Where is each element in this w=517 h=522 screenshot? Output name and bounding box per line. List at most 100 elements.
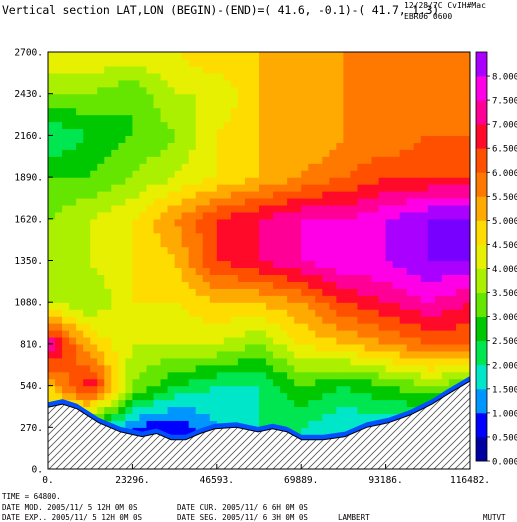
heatmap-cell	[357, 100, 366, 109]
heatmap-cell	[462, 197, 470, 206]
heatmap-cell	[62, 385, 70, 394]
heatmap-cell	[244, 316, 253, 324]
heatmap-cell	[434, 170, 443, 178]
heatmap-cell	[90, 218, 98, 227]
heatmap-cell	[146, 65, 155, 74]
heatmap-cell	[153, 52, 162, 60]
heatmap-cell	[174, 253, 183, 262]
heatmap-cell	[167, 142, 176, 150]
heatmap-cell	[266, 399, 274, 408]
heatmap-cell	[413, 399, 422, 408]
heatmap-cell	[427, 385, 436, 394]
heatmap-cell	[202, 399, 211, 408]
heatmap-cell	[413, 93, 422, 102]
heatmap-cell	[287, 385, 295, 394]
heatmap-cell	[216, 177, 225, 185]
heatmap-cell	[413, 142, 422, 150]
heatmap-cell	[357, 350, 366, 359]
heatmap-cell	[111, 211, 119, 220]
heatmap-cell	[62, 232, 70, 241]
heatmap-cell	[251, 163, 260, 171]
heatmap-cell	[139, 302, 148, 310]
heatmap-cell	[230, 177, 239, 185]
heatmap-cell	[209, 211, 218, 220]
heatmap-cell	[153, 149, 162, 157]
heatmap-cell	[202, 128, 211, 136]
heatmap-cell	[69, 309, 77, 317]
heatmap-cell	[195, 58, 204, 67]
heatmap-cell	[62, 343, 70, 352]
heatmap-cell	[216, 107, 225, 116]
heatmap-cell	[273, 149, 281, 157]
heatmap-cell	[69, 364, 77, 373]
heatmap-cell	[181, 52, 190, 60]
heatmap-cell	[399, 267, 408, 275]
heatmap-cell	[132, 288, 141, 296]
heatmap-cell	[125, 246, 133, 255]
heatmap-cell	[104, 330, 112, 338]
heatmap-cell	[139, 260, 148, 269]
heatmap-cell	[195, 211, 204, 220]
heatmap-cell	[455, 218, 464, 227]
heatmap-cell	[350, 142, 359, 150]
x-axis: 0. 23296. 46593. 69889. 93186. 116482.	[42, 464, 490, 486]
time-label: TIME = 64800.	[2, 492, 61, 501]
heatmap-cell	[350, 330, 359, 338]
heatmap-cell	[111, 121, 119, 130]
heatmap-cell	[251, 177, 260, 185]
heatmap-cell	[62, 211, 70, 220]
heatmap-cell	[118, 350, 126, 359]
heatmap-cell	[350, 260, 359, 269]
heatmap-cell	[371, 163, 380, 171]
heatmap-cell	[118, 246, 126, 255]
heatmap-cell	[223, 399, 232, 408]
heatmap-cell	[399, 288, 408, 296]
heatmap-cell	[329, 128, 337, 136]
heatmap-cell	[202, 65, 211, 74]
heatmap-cell	[434, 267, 443, 275]
heatmap-cell	[174, 86, 183, 95]
heatmap-cell	[434, 191, 443, 199]
heatmap-cell	[315, 350, 323, 359]
heatmap-cell	[364, 211, 373, 220]
heatmap-cell	[55, 204, 63, 213]
heatmap-cell	[273, 357, 281, 366]
heatmap-cell	[280, 93, 288, 102]
heatmap-cell	[315, 330, 323, 338]
heatmap-cell	[62, 191, 70, 199]
heatmap-cell	[230, 392, 239, 401]
heatmap-cell	[448, 218, 457, 227]
heatmap-cell	[399, 246, 408, 255]
heatmap-cell	[280, 170, 288, 178]
heatmap-cell	[259, 93, 267, 102]
heatmap-cell	[202, 323, 211, 331]
heatmap-cell	[90, 142, 98, 150]
heatmap-cell	[413, 350, 422, 359]
heatmap-cell	[287, 204, 295, 213]
heatmap-cell	[392, 163, 401, 171]
heatmap-cell	[280, 399, 288, 408]
heatmap-cell	[287, 302, 295, 310]
heatmap-cell	[308, 427, 316, 435]
heatmap-cell	[90, 288, 98, 296]
heatmap-cell	[259, 406, 267, 414]
heatmap-cell	[202, 184, 211, 192]
heatmap-cell	[448, 211, 457, 220]
heatmap-cell	[174, 114, 183, 123]
heatmap-cell	[174, 239, 183, 248]
heatmap-cell	[406, 79, 415, 88]
heatmap-cell	[83, 211, 91, 220]
heatmap-cell	[406, 197, 415, 206]
heatmap-cell	[83, 260, 91, 269]
colorbar-tick-label: 5.000	[492, 217, 517, 227]
heatmap-cell	[364, 246, 373, 255]
heatmap-cell	[69, 316, 77, 324]
heatmap-cell	[336, 267, 344, 275]
heatmap-cell	[441, 330, 450, 338]
heatmap-cell	[441, 218, 450, 227]
heatmap-cell	[413, 52, 422, 60]
heatmap-cell	[146, 392, 155, 401]
heatmap-cell	[195, 204, 204, 213]
heatmap-cell	[160, 204, 169, 213]
heatmap-cell	[55, 177, 63, 185]
